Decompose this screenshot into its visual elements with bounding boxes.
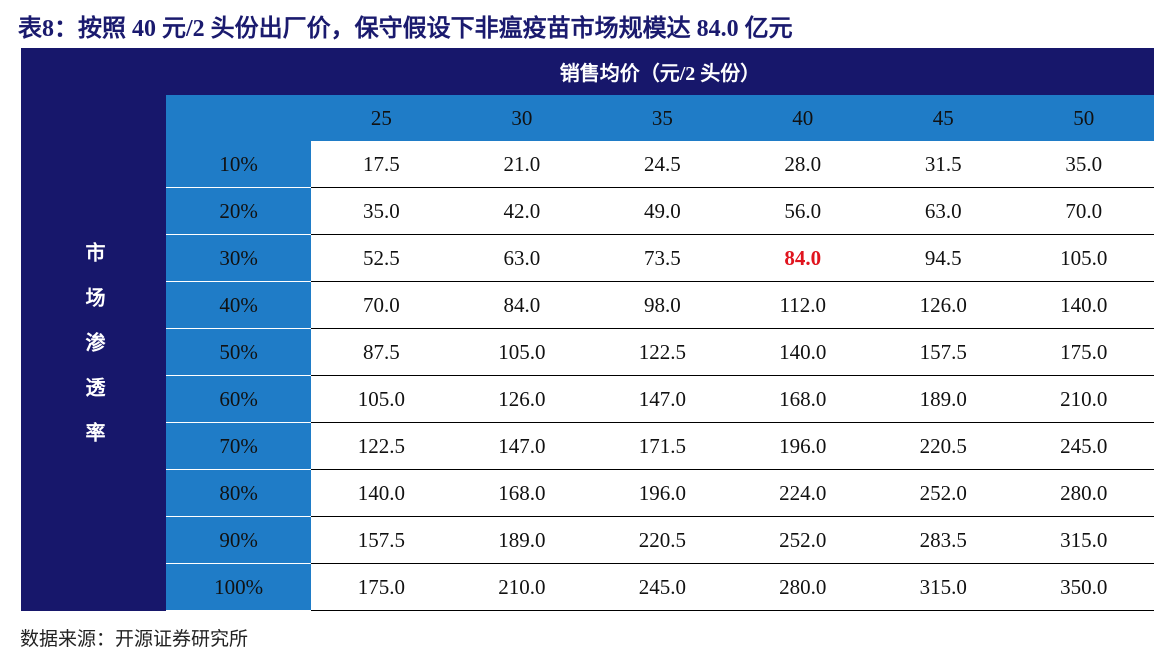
data-cell: 49.0 — [592, 187, 733, 235]
corner-cell — [166, 95, 312, 141]
data-row: 50% 87.5 105.0 122.5 140.0 157.5 175.0 — [21, 328, 1154, 376]
row-label: 20% — [166, 187, 312, 235]
column-group-label: 销售均价（元/2 头份） — [166, 48, 1154, 95]
data-cell: 189.0 — [873, 375, 1014, 423]
data-row: 90% 157.5 189.0 220.5 252.0 283.5 315.0 — [21, 516, 1154, 564]
column-header: 30 — [451, 95, 593, 141]
data-cell: 35.0 — [1013, 141, 1154, 188]
data-cell: 84.0 — [451, 281, 593, 329]
data-cell: 157.5 — [873, 328, 1014, 376]
column-header: 40 — [732, 95, 874, 141]
data-cell: 94.5 — [873, 234, 1014, 282]
data-cell: 21.0 — [451, 141, 593, 188]
data-cell: 210.0 — [1013, 375, 1154, 423]
group-header-row: 市场渗透率 销售均价（元/2 头份） — [21, 48, 1154, 611]
row-label: 90% — [166, 516, 312, 564]
data-cell: 70.0 — [1013, 187, 1154, 235]
data-cell: 84.0 — [732, 234, 874, 282]
data-cell: 189.0 — [451, 516, 593, 564]
data-row: 20% 35.0 42.0 49.0 56.0 63.0 70.0 — [21, 187, 1154, 235]
data-row: 30% 52.5 63.0 73.5 84.0 94.5 105.0 — [21, 234, 1154, 282]
data-cell: 42.0 — [451, 187, 593, 235]
data-cell: 147.0 — [592, 375, 733, 423]
data-cell: 73.5 — [592, 234, 733, 282]
data-cell: 52.5 — [311, 234, 452, 282]
data-row: 80% 140.0 168.0 196.0 224.0 252.0 280.0 — [21, 469, 1154, 517]
data-cell: 147.0 — [451, 422, 593, 470]
column-header: 25 — [311, 95, 452, 141]
data-row: 40% 70.0 84.0 98.0 112.0 126.0 140.0 — [21, 281, 1154, 329]
data-cell: 87.5 — [311, 328, 452, 376]
data-cell: 210.0 — [451, 563, 593, 611]
row-label: 40% — [166, 281, 312, 329]
row-group-cell: 市场渗透率 — [21, 48, 166, 611]
table-body: 市场渗透率 销售均价（元/2 头份） 25 30 35 40 45 50 10% 17.5 2… — [21, 48, 1154, 611]
data-cell: 24.5 — [592, 141, 733, 188]
data-cell: 140.0 — [732, 328, 874, 376]
data-cell: 140.0 — [1013, 281, 1154, 329]
row-label: 70% — [166, 422, 312, 470]
data-cell: 31.5 — [873, 141, 1014, 188]
data-cell: 56.0 — [732, 187, 874, 235]
data-cell: 252.0 — [732, 516, 874, 564]
data-cell: 196.0 — [732, 422, 874, 470]
data-cell: 28.0 — [732, 141, 874, 188]
data-cell: 196.0 — [592, 469, 733, 517]
row-group-label: 市场渗透率 — [82, 241, 104, 467]
data-cell: 63.0 — [451, 234, 593, 282]
source-note: 数据来源：开源证券研究所 — [20, 629, 249, 650]
data-cell: 35.0 — [311, 187, 452, 235]
data-cell: 220.5 — [873, 422, 1014, 470]
column-header: 35 — [592, 95, 733, 141]
data-row: 10% 17.5 21.0 24.5 28.0 31.5 35.0 — [21, 141, 1154, 188]
data-cell: 220.5 — [592, 516, 733, 564]
data-cell: 175.0 — [311, 563, 452, 611]
column-header: 45 — [873, 95, 1014, 141]
data-row: 70% 122.5 147.0 171.5 196.0 220.5 245.0 — [21, 422, 1154, 470]
data-cell: 157.5 — [311, 516, 452, 564]
data-cell: 315.0 — [1013, 516, 1154, 564]
row-label: 80% — [166, 469, 312, 517]
data-cell: 126.0 — [873, 281, 1014, 329]
row-label: 30% — [166, 234, 312, 282]
data-cell: 98.0 — [592, 281, 733, 329]
data-cell: 168.0 — [451, 469, 593, 517]
data-cell: 105.0 — [451, 328, 593, 376]
data-cell: 224.0 — [732, 469, 874, 517]
data-row: 60% 105.0 126.0 147.0 168.0 189.0 210.0 — [21, 375, 1154, 423]
data-cell: 245.0 — [592, 563, 733, 611]
column-header-row: 25 30 35 40 45 50 — [21, 95, 1154, 141]
data-table: 市场渗透率 销售均价（元/2 头份） 25 30 35 40 45 50 10% 17.5 2… — [21, 48, 1154, 611]
row-label: 100% — [166, 563, 312, 611]
data-cell: 126.0 — [451, 375, 593, 423]
data-cell: 283.5 — [873, 516, 1014, 564]
data-cell: 70.0 — [311, 281, 452, 329]
row-label: 10% — [166, 141, 312, 188]
data-cell: 252.0 — [873, 469, 1014, 517]
data-cell: 350.0 — [1013, 563, 1154, 611]
column-header: 50 — [1013, 95, 1154, 141]
data-row: 100% 175.0 210.0 245.0 280.0 315.0 350.0 — [21, 563, 1154, 611]
data-cell: 105.0 — [1013, 234, 1154, 282]
table-title: 表8：按照 40 元/2 头份出厂价，保守假设下非瘟疫苗市场规模达 84.0 亿… — [18, 16, 793, 42]
data-cell: 245.0 — [1013, 422, 1154, 470]
data-cell: 63.0 — [873, 187, 1014, 235]
data-cell: 122.5 — [592, 328, 733, 376]
row-label: 60% — [166, 375, 312, 423]
data-cell: 140.0 — [311, 469, 452, 517]
data-cell: 17.5 — [311, 141, 452, 188]
data-cell: 168.0 — [732, 375, 874, 423]
data-cell: 171.5 — [592, 422, 733, 470]
data-cell: 280.0 — [732, 563, 874, 611]
data-cell: 175.0 — [1013, 328, 1154, 376]
data-cell: 315.0 — [873, 563, 1014, 611]
data-cell: 280.0 — [1013, 469, 1154, 517]
row-label: 50% — [166, 328, 312, 376]
data-cell: 122.5 — [311, 422, 452, 470]
data-cell: 112.0 — [732, 281, 874, 329]
data-cell: 105.0 — [311, 375, 452, 423]
